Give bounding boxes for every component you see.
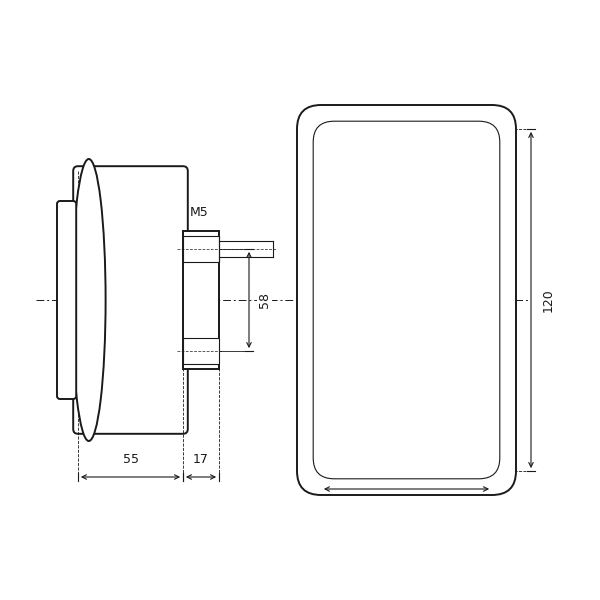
FancyBboxPatch shape [57,201,76,399]
Bar [183,338,219,364]
Text: 120: 120 [542,288,555,312]
Ellipse shape [72,159,106,441]
Text: 55: 55 [122,453,139,466]
Text: M5: M5 [190,206,209,219]
Text: 17: 17 [193,453,209,466]
Text: 80: 80 [398,465,415,478]
FancyBboxPatch shape [73,166,188,434]
FancyBboxPatch shape [297,105,516,495]
FancyBboxPatch shape [313,121,500,479]
Bar [183,231,219,369]
Bar [183,236,219,262]
Text: 58: 58 [258,292,271,308]
